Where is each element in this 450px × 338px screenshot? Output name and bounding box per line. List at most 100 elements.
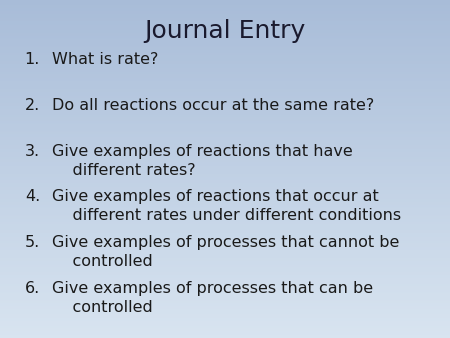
Bar bbox=[0, 104, 450, 105]
Bar bbox=[0, 100, 450, 101]
Bar bbox=[0, 312, 450, 313]
Bar bbox=[0, 123, 450, 124]
Bar bbox=[0, 169, 450, 170]
Bar bbox=[0, 303, 450, 304]
Bar bbox=[0, 89, 450, 90]
Bar bbox=[0, 205, 450, 206]
Bar bbox=[0, 308, 450, 309]
Bar bbox=[0, 249, 450, 250]
Bar bbox=[0, 139, 450, 140]
Bar bbox=[0, 212, 450, 213]
Bar bbox=[0, 173, 450, 175]
Bar bbox=[0, 51, 450, 52]
Bar bbox=[0, 6, 450, 7]
Bar bbox=[0, 300, 450, 301]
Bar bbox=[0, 318, 450, 319]
Bar bbox=[0, 34, 450, 35]
Bar bbox=[0, 61, 450, 62]
Bar bbox=[0, 206, 450, 207]
Bar bbox=[0, 160, 450, 161]
Bar bbox=[0, 325, 450, 327]
Bar bbox=[0, 119, 450, 121]
Bar bbox=[0, 140, 450, 141]
Bar bbox=[0, 211, 450, 212]
Bar bbox=[0, 337, 450, 338]
Bar bbox=[0, 168, 450, 169]
Bar bbox=[0, 13, 450, 14]
Bar bbox=[0, 314, 450, 315]
Bar bbox=[0, 142, 450, 143]
Bar bbox=[0, 282, 450, 283]
Bar bbox=[0, 90, 450, 91]
Bar bbox=[0, 239, 450, 240]
Bar bbox=[0, 9, 450, 10]
Bar bbox=[0, 56, 450, 57]
Bar bbox=[0, 302, 450, 303]
Bar bbox=[0, 3, 450, 4]
Bar bbox=[0, 53, 450, 54]
Bar bbox=[0, 324, 450, 325]
Bar bbox=[0, 185, 450, 186]
Bar bbox=[0, 83, 450, 84]
Bar bbox=[0, 265, 450, 266]
Bar bbox=[0, 52, 450, 53]
Bar bbox=[0, 264, 450, 265]
Bar bbox=[0, 288, 450, 290]
Bar bbox=[0, 215, 450, 216]
Bar bbox=[0, 285, 450, 286]
Bar bbox=[0, 250, 450, 251]
Bar bbox=[0, 233, 450, 234]
Bar bbox=[0, 94, 450, 95]
Bar bbox=[0, 313, 450, 314]
Bar bbox=[0, 101, 450, 102]
Bar bbox=[0, 165, 450, 166]
Bar bbox=[0, 269, 450, 270]
Bar bbox=[0, 46, 450, 47]
Bar bbox=[0, 172, 450, 173]
Bar bbox=[0, 88, 450, 89]
Bar bbox=[0, 286, 450, 287]
Bar bbox=[0, 188, 450, 189]
Text: Give examples of reactions that have
    different rates?: Give examples of reactions that have dif… bbox=[52, 144, 352, 178]
Bar bbox=[0, 258, 450, 259]
Bar bbox=[0, 277, 450, 278]
Bar bbox=[0, 230, 450, 231]
Bar bbox=[0, 1, 450, 2]
Bar bbox=[0, 156, 450, 158]
Bar bbox=[0, 15, 450, 16]
Bar bbox=[0, 84, 450, 86]
Bar bbox=[0, 176, 450, 177]
Bar bbox=[0, 96, 450, 97]
Bar bbox=[0, 69, 450, 70]
Bar bbox=[0, 227, 450, 229]
Bar bbox=[0, 216, 450, 217]
Bar bbox=[0, 25, 450, 26]
Bar bbox=[0, 44, 450, 45]
Bar bbox=[0, 64, 450, 65]
Bar bbox=[0, 4, 450, 6]
Bar bbox=[0, 328, 450, 329]
Bar bbox=[0, 48, 450, 50]
Bar bbox=[0, 240, 450, 241]
Bar bbox=[0, 73, 450, 74]
Bar bbox=[0, 256, 450, 257]
Bar bbox=[0, 213, 450, 214]
Bar bbox=[0, 31, 450, 33]
Bar bbox=[0, 298, 450, 300]
Bar bbox=[0, 38, 450, 40]
Bar bbox=[0, 330, 450, 331]
Bar bbox=[0, 26, 450, 27]
Bar bbox=[0, 290, 450, 291]
Bar bbox=[0, 30, 450, 31]
Bar bbox=[0, 74, 450, 75]
Bar bbox=[0, 179, 450, 180]
Bar bbox=[0, 57, 450, 58]
Bar bbox=[0, 251, 450, 252]
Bar bbox=[0, 254, 450, 255]
Bar bbox=[0, 109, 450, 111]
Bar bbox=[0, 224, 450, 225]
Bar bbox=[0, 105, 450, 106]
Bar bbox=[0, 178, 450, 179]
Bar bbox=[0, 8, 450, 9]
Bar bbox=[0, 92, 450, 94]
